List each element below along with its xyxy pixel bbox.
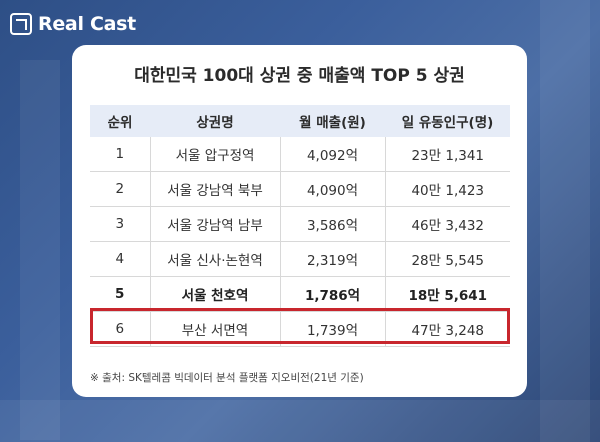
table-header-row: 순위 상권명 월 매출(원) 일 유동인구(명)	[90, 105, 510, 137]
cell-rank: 6	[90, 311, 151, 347]
cell-daily-traffic: 47만 3,248	[385, 311, 510, 347]
cell-district: 서울 천호역	[150, 276, 281, 312]
cell-district: 부산 서면역	[150, 311, 281, 347]
cell-rank: 1	[90, 137, 151, 172]
cell-monthly-sales: 4,090억	[280, 171, 386, 207]
header-district: 상권명	[150, 105, 280, 137]
cell-daily-traffic: 18만 5,641	[385, 276, 510, 312]
ranking-table: 순위 상권명 월 매출(원) 일 유동인구(명) 1 서울 압구정역 4,092억 2…	[90, 105, 510, 347]
card-title: 대한민국 100대 상권 중 매출액 TOP 5 상권	[134, 66, 465, 86]
cell-daily-traffic: 40만 1,423	[385, 171, 510, 207]
cell-district: 서울 강남역 남부	[150, 206, 281, 242]
brand-name: Real Cast	[38, 13, 136, 35]
cell-rank: 2	[90, 171, 151, 207]
cell-rank: 4	[90, 241, 151, 277]
header-rank: 순위	[90, 105, 150, 137]
table-row: 6 부산 서면역 1,739억 47만 3,248	[90, 311, 510, 347]
cell-monthly-sales: 1,786억	[280, 276, 386, 312]
table-row: 2 서울 강남역 북부 4,090억 40만 1,423	[90, 171, 510, 207]
table-row: 5 서울 천호역 1,786억 18만 5,641	[90, 276, 510, 312]
header-daily-traffic: 일 유동인구(명)	[385, 105, 510, 137]
table-row: 3 서울 강남역 남부 3,586억 46만 3,432	[90, 206, 510, 242]
table-row: 4 서울 신사·논현역 2,319억 28만 5,545	[90, 241, 510, 277]
ranking-card: 대한민국 100대 상권 중 매출액 TOP 5 상권 순위 상권명 월 매출(…	[72, 45, 527, 397]
cell-district: 서울 압구정역	[150, 137, 281, 172]
source-footnote: ※ 출처: SK텔레콤 빅데이터 분석 플랫폼 지오비전(21년 기준)	[90, 372, 364, 384]
background-street	[0, 400, 600, 442]
realcast-logo-icon	[10, 13, 32, 35]
cell-monthly-sales: 2,319억	[280, 241, 386, 277]
cell-rank: 5	[90, 276, 151, 312]
header-monthly-sales: 월 매출(원)	[280, 105, 385, 137]
cell-daily-traffic: 46만 3,432	[385, 206, 510, 242]
cell-rank: 3	[90, 206, 151, 242]
cell-daily-traffic: 23만 1,341	[385, 137, 510, 172]
cell-monthly-sales: 3,586억	[280, 206, 386, 242]
cell-monthly-sales: 4,092억	[280, 137, 386, 172]
cell-district: 서울 강남역 북부	[150, 171, 281, 207]
cell-monthly-sales: 1,739억	[280, 311, 386, 347]
brand-logo: Real Cast	[10, 10, 136, 38]
cell-daily-traffic: 28만 5,545	[385, 241, 510, 277]
cell-district: 서울 신사·논현역	[150, 241, 281, 277]
table-row: 1 서울 압구정역 4,092억 23만 1,341	[90, 137, 510, 172]
background-building	[540, 0, 590, 442]
background-building	[20, 60, 60, 440]
